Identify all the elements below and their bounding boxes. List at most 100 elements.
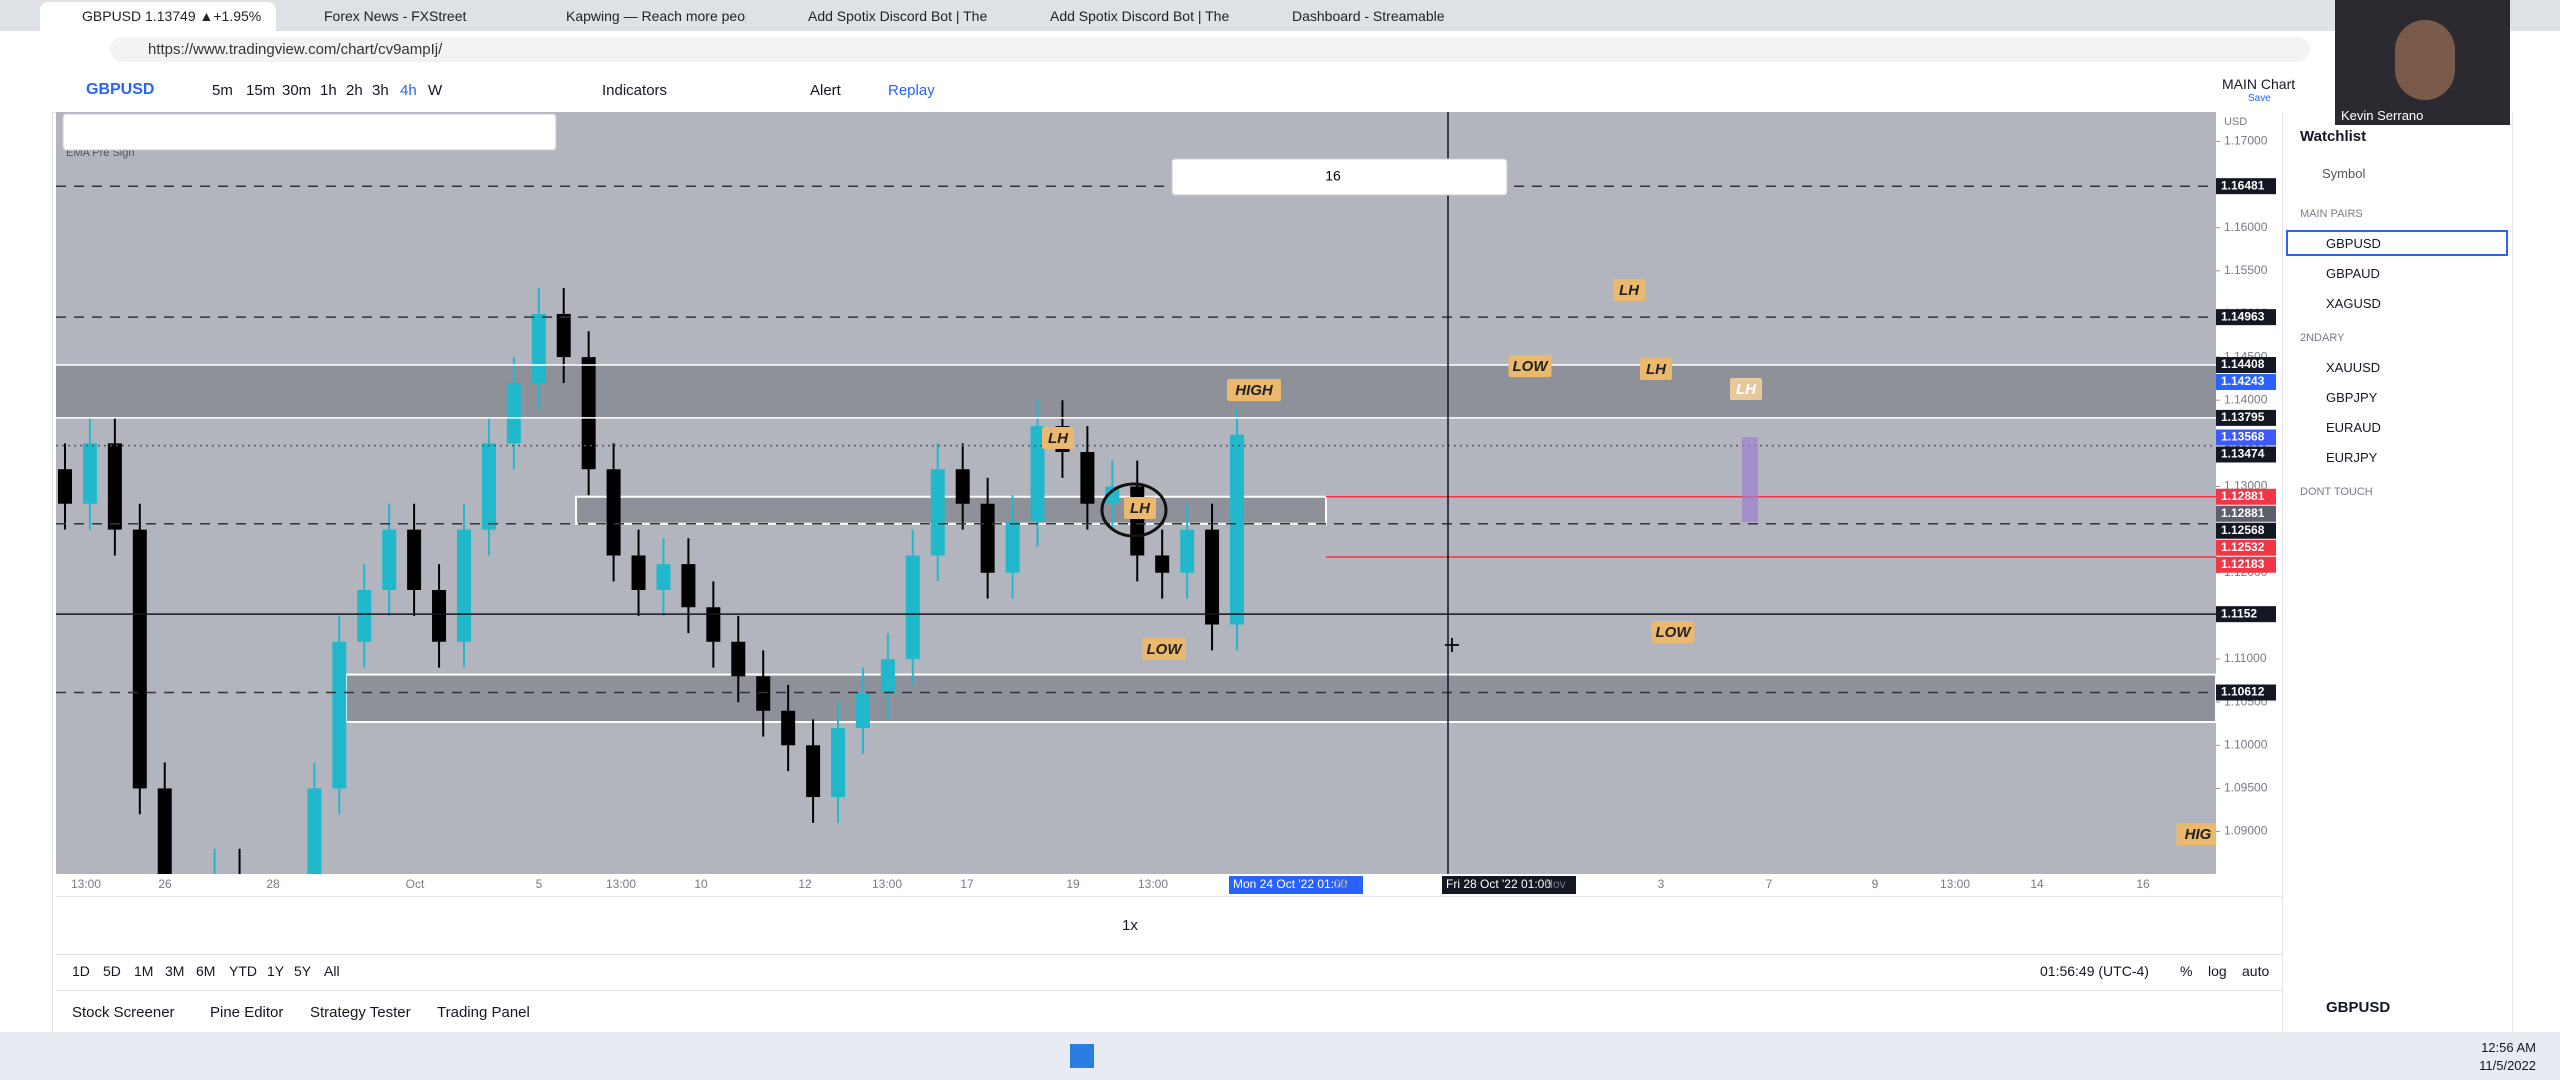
- candle-body: [731, 641, 746, 677]
- annotation: LH: [1736, 381, 1757, 398]
- watchlist-title[interactable]: Watchlist: [2300, 128, 2367, 145]
- object-toolbar: [1171, 158, 1508, 196]
- annotation: LH: [1619, 282, 1640, 299]
- watchlist-symbol[interactable]: EURAUD: [2326, 420, 2381, 435]
- candle-body: [1230, 434, 1244, 625]
- currency-label: USD: [2224, 116, 2247, 128]
- x-tick-label: 13:00: [606, 877, 636, 891]
- zone: [575, 495, 1327, 525]
- price-label-bg: [2216, 178, 2276, 195]
- annotation: LH: [1130, 500, 1151, 517]
- x-tick-label: 26: [1334, 877, 1348, 891]
- price-label-bg: [2216, 606, 2276, 623]
- range-button[interactable]: 5D: [103, 963, 121, 979]
- watchlist-symbol[interactable]: EURJPY: [2326, 450, 2378, 465]
- range-button[interactable]: All: [324, 963, 340, 979]
- percent-toggle[interactable]: %: [2180, 963, 2193, 979]
- range-button[interactable]: 6M: [196, 963, 216, 979]
- y-tick-label: 1.15500: [2224, 263, 2268, 277]
- interval[interactable]: W: [428, 82, 443, 99]
- panel-tab[interactable]: Pine Editor: [210, 1004, 284, 1021]
- interval[interactable]: 1h: [320, 82, 337, 99]
- webcam-name: Kevin Serrano: [2341, 108, 2424, 123]
- webcam: Kevin Serrano: [2335, 0, 2510, 125]
- interval[interactable]: 2h: [346, 82, 363, 99]
- range-button[interactable]: 1D: [72, 963, 90, 979]
- panel-tab[interactable]: Stock Screener: [72, 1004, 175, 1021]
- log-toggle[interactable]: log: [2208, 963, 2227, 979]
- watchlist-symbol[interactable]: XAUUSD: [2326, 360, 2381, 375]
- candle-body: [955, 469, 970, 504]
- range-button[interactable]: 1M: [134, 963, 154, 979]
- watchlist-group[interactable]: 2NDARY: [2300, 332, 2345, 344]
- replay-button[interactable]: Replay: [888, 82, 935, 99]
- x-tick-label: 13:00: [1138, 877, 1168, 891]
- watchlist-group[interactable]: MAIN PAIRS: [2300, 208, 2363, 220]
- candle-body: [1205, 529, 1220, 625]
- address-bar: https://www.tradingview.com/chart/cv9amp…: [0, 31, 2560, 69]
- url: https://www.tradingview.com/chart/cv9amp…: [148, 41, 443, 58]
- bottom-symbol[interactable]: GBPUSD: [2326, 999, 2391, 1016]
- panel-tab[interactable]: Trading Panel: [437, 1004, 530, 1021]
- range-button[interactable]: 5Y: [294, 963, 312, 979]
- x-tick-label: 17: [960, 877, 974, 891]
- annotation-bg: [1651, 621, 1695, 643]
- watchlist-column: Symbol: [2322, 166, 2366, 181]
- x-tick-label: 10: [694, 877, 708, 891]
- watchlist-group[interactable]: DONT TOUCH: [2300, 486, 2373, 498]
- browser-tab[interactable]: [524, 2, 760, 31]
- layout-name[interactable]: MAIN Chart: [2222, 76, 2296, 92]
- watchlist-symbol[interactable]: GBPAUD: [2326, 266, 2380, 281]
- candle-body: [1155, 555, 1170, 573]
- auto-toggle[interactable]: auto: [2242, 963, 2270, 979]
- taskbar-time: 12:56 AM: [2481, 1040, 2536, 1055]
- browser-tab[interactable]: [40, 2, 276, 31]
- x-tick-label: Mon 24 Oct '22 01:00: [1233, 877, 1348, 891]
- start-button[interactable]: [1070, 1044, 1094, 1068]
- browser-tab[interactable]: [1250, 2, 1486, 31]
- candle-body: [332, 641, 347, 789]
- drawing-toolbar: [62, 113, 557, 151]
- y-tick-label: 1.17000: [2224, 134, 2268, 148]
- annotation-bg: [1508, 355, 1552, 377]
- browser-tab[interactable]: [282, 2, 518, 31]
- webcam-person: [2395, 20, 2455, 100]
- clock: 01:56:49 (UTC-4): [2040, 963, 2149, 979]
- tab-title: GBPUSD 1.13749 ▲+1.95% MAI: [82, 8, 262, 24]
- watchlist-symbol[interactable]: XAGUSD: [2326, 296, 2381, 311]
- watchlist-symbol[interactable]: GBPJPY: [2326, 390, 2378, 405]
- x-tick-label: 14: [2030, 877, 2044, 891]
- range-button[interactable]: 1Y: [267, 963, 285, 979]
- alert-button[interactable]: Alert: [810, 82, 841, 99]
- taskbar: 12:56 AM 11/5/2022: [0, 1032, 2560, 1080]
- url-field[interactable]: [110, 37, 2310, 62]
- browser-tab[interactable]: [766, 2, 1002, 31]
- y-tick-label: 1.11000: [2224, 651, 2267, 665]
- interval[interactable]: 3h: [372, 82, 389, 99]
- watchlist-symbol[interactable]: GBPUSD: [2326, 236, 2381, 251]
- interval[interactable]: 5m: [212, 82, 233, 99]
- annotation-bg: [1613, 279, 1645, 301]
- interval[interactable]: 15m: [246, 82, 276, 99]
- panel-tab[interactable]: Strategy Tester: [310, 1004, 411, 1021]
- interval[interactable]: 30m: [282, 82, 312, 99]
- candle-body: [107, 443, 122, 530]
- annotation-bg: [1042, 427, 1074, 449]
- annotation: LOW: [1656, 624, 1693, 641]
- candle-body: [132, 529, 147, 789]
- x-tick-label: 28: [266, 877, 280, 891]
- price-label-bg: [2216, 409, 2276, 426]
- range-button[interactable]: 3M: [165, 963, 185, 979]
- interval[interactable]: 4h: [400, 82, 417, 99]
- y-tick-label: 1.09000: [2224, 824, 2268, 838]
- indicators-button[interactable]: Indicators: [602, 82, 668, 99]
- range-button[interactable]: YTD: [229, 963, 257, 979]
- price-label-bg: [2216, 684, 2276, 701]
- price-label: 1.13474: [2221, 447, 2265, 461]
- replay-speed[interactable]: 1x: [1122, 917, 1138, 934]
- candle-body: [681, 564, 696, 608]
- symbol[interactable]: GBPUSD: [86, 81, 155, 98]
- crosshair-time-bg: [1442, 876, 1576, 894]
- zone: [345, 673, 2216, 723]
- browser-tab[interactable]: [1008, 2, 1244, 31]
